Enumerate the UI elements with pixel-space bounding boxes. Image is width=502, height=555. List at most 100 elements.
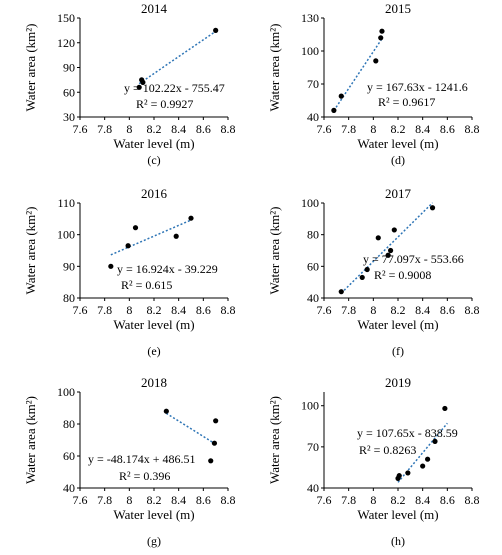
r-squared-label: R² = 0.396 <box>119 469 170 483</box>
y-tick-label: 30 <box>63 110 75 124</box>
x-axis-label: Water level (m) <box>113 317 194 332</box>
x-tick-label: 8 <box>126 493 132 507</box>
y-tick-label: 100 <box>301 44 319 58</box>
x-axis-label: Water level (m) <box>113 136 194 151</box>
panel-label: (f) <box>392 344 404 358</box>
chart-panel-2014: 2014 7.6 7.8 8 8.2 8.4 8.6 8.8 30 60 90 120 150 Water… <box>23 1 236 167</box>
y-tick-label: 80 <box>63 291 75 305</box>
chart-title: 2019 <box>385 375 411 390</box>
chart-title: 2016 <box>141 186 168 201</box>
data-point <box>432 438 438 444</box>
trendline <box>340 202 434 294</box>
x-tick-label: 8 <box>370 493 376 507</box>
data-point <box>379 28 385 34</box>
data-point <box>132 225 139 231</box>
data-point <box>108 263 114 269</box>
chart-title: 2014 <box>141 1 168 16</box>
x-axis-label: Water level (m) <box>113 507 194 522</box>
x-axis-label: Water level (m) <box>357 507 438 522</box>
x-tick-label: 7.6 <box>317 303 332 317</box>
y-tick-label: 70 <box>307 440 319 454</box>
x-tick-label: 8 <box>370 122 376 136</box>
x-tick-label: 8.8 <box>221 303 236 317</box>
trendline <box>110 219 192 256</box>
regression-equation: y = -48.174x + 486.51 <box>88 452 196 466</box>
x-tick-label: 8.4 <box>171 122 186 136</box>
data-point <box>391 227 397 233</box>
x-tick-label: 8.6 <box>196 493 211 507</box>
r-squared-label: R² = 0.9927 <box>136 97 193 111</box>
chart-panel-2018: 2018 7.6 7.8 8 8.2 8.4 8.6 8.8 40 60 80 100 Water le… <box>23 375 236 548</box>
chart-panel-2016: 2016 7.6 7.8 8 8.2 8.4 8.6 8.8 80 90 100 110 Water l… <box>23 186 236 358</box>
x-tick-label: 8.8 <box>465 122 480 136</box>
data-point <box>442 405 448 412</box>
x-tick-label: 7.8 <box>341 493 356 507</box>
x-tick-label: 8 <box>370 303 376 317</box>
x-axis-label: Water level (m) <box>357 136 438 151</box>
x-tick-label: 7.6 <box>317 493 332 507</box>
x-tick-label: 8.4 <box>415 493 430 507</box>
y-axis-label: Water area (km²) <box>23 23 38 111</box>
data-point <box>364 266 370 273</box>
x-tick-label: 8.2 <box>391 122 406 136</box>
x-tick-label: 7.8 <box>97 303 112 317</box>
x-tick-label: 8.4 <box>171 493 186 507</box>
chart-panel-2015: 2015 7.6 7.8 8 8.2 8.4 8.6 8.8 40 70 100 130 Water l… <box>267 1 480 167</box>
panel-label: (e) <box>147 344 160 358</box>
y-tick-label: 70 <box>307 77 319 91</box>
x-tick-label: 8.2 <box>147 122 162 136</box>
x-tick-label: 8.6 <box>440 303 455 317</box>
y-tick-label: 100 <box>57 228 75 242</box>
data-point <box>211 440 218 446</box>
y-tick-label: 100 <box>301 399 319 413</box>
regression-equation: y = 107.65x - 838.59 <box>357 426 458 440</box>
data-point <box>163 408 169 414</box>
r-squared-label: R² = 0.9617 <box>378 95 435 109</box>
x-tick-label: 7.8 <box>341 122 356 136</box>
data-point <box>425 456 431 462</box>
chart-panel-2017: 2017 7.6 7.8 8 8.2 8.4 8.6 8.8 40 60 80 100 Water le… <box>267 186 480 358</box>
x-tick-label: 8.4 <box>415 122 430 136</box>
x-tick-label: 8.4 <box>415 303 430 317</box>
y-axis-label: Water area (km²) <box>267 23 282 111</box>
y-tick-label: 60 <box>307 259 319 273</box>
data-point <box>396 473 402 479</box>
r-squared-label: R² = 0.615 <box>121 278 172 292</box>
data-point <box>136 84 142 90</box>
chart-panel-2019: 2019 7.6 7.8 8 8.2 8.4 8.6 8.8 40 70 100 Water leve… <box>267 375 480 548</box>
data-point <box>378 35 384 41</box>
data-point <box>373 58 379 64</box>
regression-equation: y = 16.924x - 39.229 <box>117 262 218 276</box>
y-axis-label: Water area (km²) <box>23 396 38 484</box>
data-point <box>173 233 179 239</box>
regression-equation: y = 102.22x - 755.47 <box>124 81 225 95</box>
y-tick-label: 110 <box>57 196 75 210</box>
data-point <box>375 235 381 241</box>
data-point <box>213 27 219 33</box>
x-tick-label: 8.2 <box>147 303 162 317</box>
r-squared-label: R² = 0.8263 <box>359 443 416 457</box>
data-point <box>208 458 214 464</box>
data-point <box>429 205 436 211</box>
y-tick-label: 100 <box>57 385 75 399</box>
data-point <box>385 252 391 258</box>
y-tick-label: 40 <box>307 291 319 305</box>
data-point <box>140 79 146 85</box>
y-tick-label: 90 <box>63 259 75 273</box>
r-squared-label: R² = 0.9008 <box>374 268 431 282</box>
x-tick-label: 7.6 <box>73 122 88 136</box>
regression-equation: y = 77.097x - 553.66 <box>363 252 464 266</box>
data-point <box>125 243 131 249</box>
x-tick-label: 8.8 <box>465 303 480 317</box>
x-axis-label: Water level (m) <box>357 317 438 332</box>
y-tick-label: 40 <box>307 110 319 124</box>
chart-title: 2015 <box>385 1 411 16</box>
data-point <box>338 289 344 295</box>
x-tick-label: 7.6 <box>317 122 332 136</box>
trendline <box>138 30 217 85</box>
data-point <box>188 215 194 221</box>
x-tick-label: 7.6 <box>73 493 88 507</box>
y-tick-label: 90 <box>63 61 75 75</box>
